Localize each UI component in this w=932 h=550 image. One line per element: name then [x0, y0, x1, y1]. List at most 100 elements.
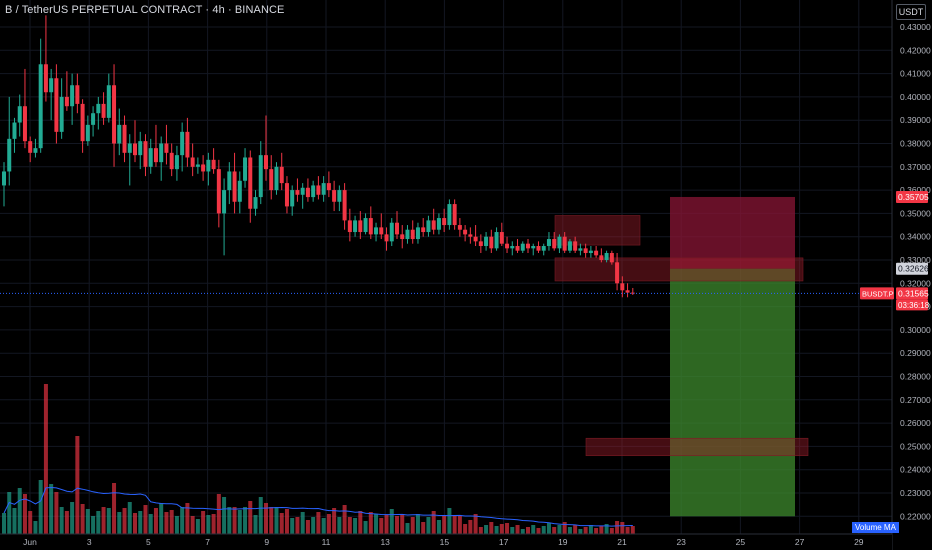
candle-body [599, 255, 604, 260]
volume-bar [311, 517, 316, 534]
candle-body [468, 234, 473, 237]
volume-bar [489, 522, 494, 534]
volume-bar [101, 507, 106, 534]
y-tick-label: 0.39000 [900, 115, 931, 125]
candle-body [54, 78, 59, 132]
target-zone[interactable] [670, 268, 795, 517]
volume-bar [243, 507, 248, 534]
candle-body [473, 236, 478, 242]
volume-bar [70, 502, 75, 534]
y-tick-label: 0.36000 [900, 185, 931, 195]
candle-body [363, 218, 368, 233]
volume-bar [326, 514, 331, 534]
supply-zone[interactable] [585, 437, 809, 457]
volume-bar [562, 522, 567, 534]
candle-body [159, 143, 164, 163]
volume-bar [279, 513, 284, 534]
candle-body [284, 183, 289, 207]
volume-bar [269, 507, 274, 534]
supply-zone[interactable] [554, 257, 804, 282]
candle-body [546, 239, 551, 247]
candle-body [80, 103, 85, 142]
volume-bar [478, 527, 483, 534]
candle-body [489, 236, 494, 249]
volume-bar [609, 528, 614, 534]
candle-body [578, 248, 583, 251]
volume-bar [515, 525, 520, 534]
candle-body [594, 250, 599, 256]
candle-body [400, 234, 405, 240]
volume-bar [452, 515, 457, 534]
volume-bar [546, 523, 551, 534]
y-tick-label: 0.25000 [900, 441, 931, 451]
x-tick-label: 11 [322, 537, 331, 547]
volume-bar [442, 515, 447, 534]
candle-body [457, 225, 462, 230]
candle-body [101, 103, 106, 118]
volume-bar [2, 513, 6, 534]
candle-body [316, 185, 321, 195]
candle-body [12, 122, 17, 139]
volume-bar [368, 512, 373, 534]
y-tick-label: 0.26000 [900, 418, 931, 428]
x-tick-label: 5 [146, 537, 151, 547]
candle-body [279, 166, 284, 184]
currency-unit-button[interactable]: USDT [896, 4, 926, 20]
candle-body [43, 64, 48, 93]
candle-body [85, 124, 90, 142]
candle-body [253, 197, 258, 209]
candle-body [185, 131, 190, 158]
candle-body [28, 141, 33, 153]
candle-body [232, 171, 237, 202]
candle-body [237, 180, 242, 202]
volume-bar [33, 521, 38, 534]
volume-bar [342, 505, 347, 534]
volume-ma-line [3, 486, 633, 527]
candle-body [326, 183, 331, 191]
volume-bar [620, 522, 625, 534]
volume-ma-legend[interactable]: Volume MA [852, 522, 899, 533]
volume-bar [436, 520, 441, 534]
candle-body [38, 64, 43, 149]
candle-body [2, 171, 6, 186]
candle-body [615, 262, 620, 284]
candle-body [143, 141, 148, 167]
candle-body [520, 243, 525, 251]
volume-bar [384, 515, 389, 534]
x-tick-label: 29 [854, 537, 864, 547]
y-tick-label: 0.24000 [900, 465, 931, 475]
candle-body [248, 157, 253, 209]
candle-body [442, 218, 447, 226]
candle-body [290, 190, 295, 207]
volume-bar [153, 508, 158, 534]
zones [554, 196, 809, 517]
volume-bar [457, 516, 462, 534]
candle-body [243, 157, 248, 181]
price-tag [896, 262, 928, 275]
volume-bar [316, 512, 321, 534]
candle-body [557, 236, 562, 249]
volume-bar [122, 508, 127, 534]
supply-zone[interactable] [554, 215, 641, 246]
volume-bar [363, 521, 368, 534]
candle-body [374, 227, 379, 235]
y-tick-label: 0.43000 [900, 22, 931, 32]
x-tick-label: Jun [23, 537, 37, 547]
volume-bar [258, 497, 263, 534]
volume-bar [127, 502, 132, 534]
candle-body [484, 236, 489, 247]
candle-body [353, 220, 358, 233]
stop-zone[interactable] [670, 196, 795, 269]
candle-body [526, 243, 530, 249]
candle-body [91, 113, 96, 125]
volume-bar [43, 384, 48, 534]
candle-body [133, 143, 137, 156]
candle-body [562, 236, 567, 251]
y-tick-label: 0.42000 [900, 45, 931, 55]
candle-body [347, 220, 352, 233]
candle-body [258, 155, 263, 198]
volume-bar [573, 525, 578, 534]
volume-bar [415, 514, 420, 534]
